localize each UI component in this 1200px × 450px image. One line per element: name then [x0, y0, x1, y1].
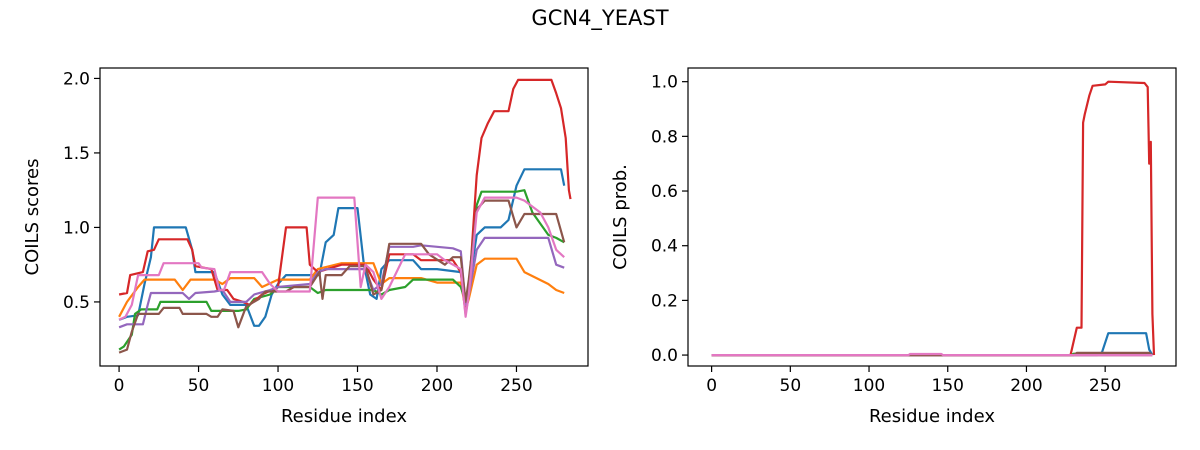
- series-line-4: [711, 80, 1156, 357]
- x-tick-label: 50: [188, 376, 210, 396]
- series-line-3: [118, 189, 565, 351]
- x-tick-label: 50: [780, 376, 802, 396]
- chart-coils-prob: 0 50 100 150 200 250 0.0 0.2 0.4 0.6 0.8 1.0 Residue…: [610, 67, 1177, 427]
- x-tick-label: 150: [341, 376, 373, 396]
- x-axis-label: Residue index: [869, 406, 995, 427]
- x-tick-label: 100: [262, 376, 294, 396]
- x-tick-label: 100: [853, 376, 885, 396]
- axes-frame: [99, 67, 589, 367]
- x-tick-label: 250: [1089, 376, 1121, 396]
- y-tick-label: 1.5: [63, 144, 90, 164]
- axes-frame: [687, 67, 1177, 367]
- y-tick-label: 2.0: [63, 69, 90, 89]
- series-line-2: [118, 257, 565, 318]
- series-line-4: [118, 78, 572, 315]
- x-tick-label: 250: [500, 376, 532, 396]
- y-axis-label: COILS scores: [22, 159, 43, 276]
- series-line-7: [118, 196, 565, 321]
- y-axis-label: COILS prob.: [610, 164, 631, 270]
- x-axis-label: Residue index: [281, 406, 407, 427]
- series-line-7: [711, 352, 1153, 357]
- series-group: [118, 78, 572, 354]
- chart-coils-scores: 0 50 100 150 200 250 0.5 1.0 1.5 2.0 Residue index…: [22, 67, 589, 427]
- x-tick-label: 200: [421, 376, 453, 396]
- y-tick-label: 0.0: [651, 346, 678, 366]
- series-line-6: [118, 199, 566, 354]
- x-tick-label: 0: [114, 376, 125, 396]
- x-tick-label: 150: [932, 376, 964, 396]
- y-tick-label: 0.8: [651, 127, 678, 147]
- x-tick-label: 0: [706, 376, 717, 396]
- y-tick-label: 0.4: [651, 237, 678, 257]
- y-tick-label: 0.5: [63, 293, 90, 313]
- figure-title: GCN4_YEAST: [531, 6, 669, 30]
- y-tick-label: 1.0: [651, 73, 678, 93]
- y-tick-label: 0.2: [651, 291, 678, 311]
- series-group: [711, 80, 1156, 357]
- y-tick-label: 1.0: [63, 218, 90, 238]
- y-tick-label: 0.6: [651, 182, 678, 202]
- x-tick-label: 200: [1010, 376, 1042, 396]
